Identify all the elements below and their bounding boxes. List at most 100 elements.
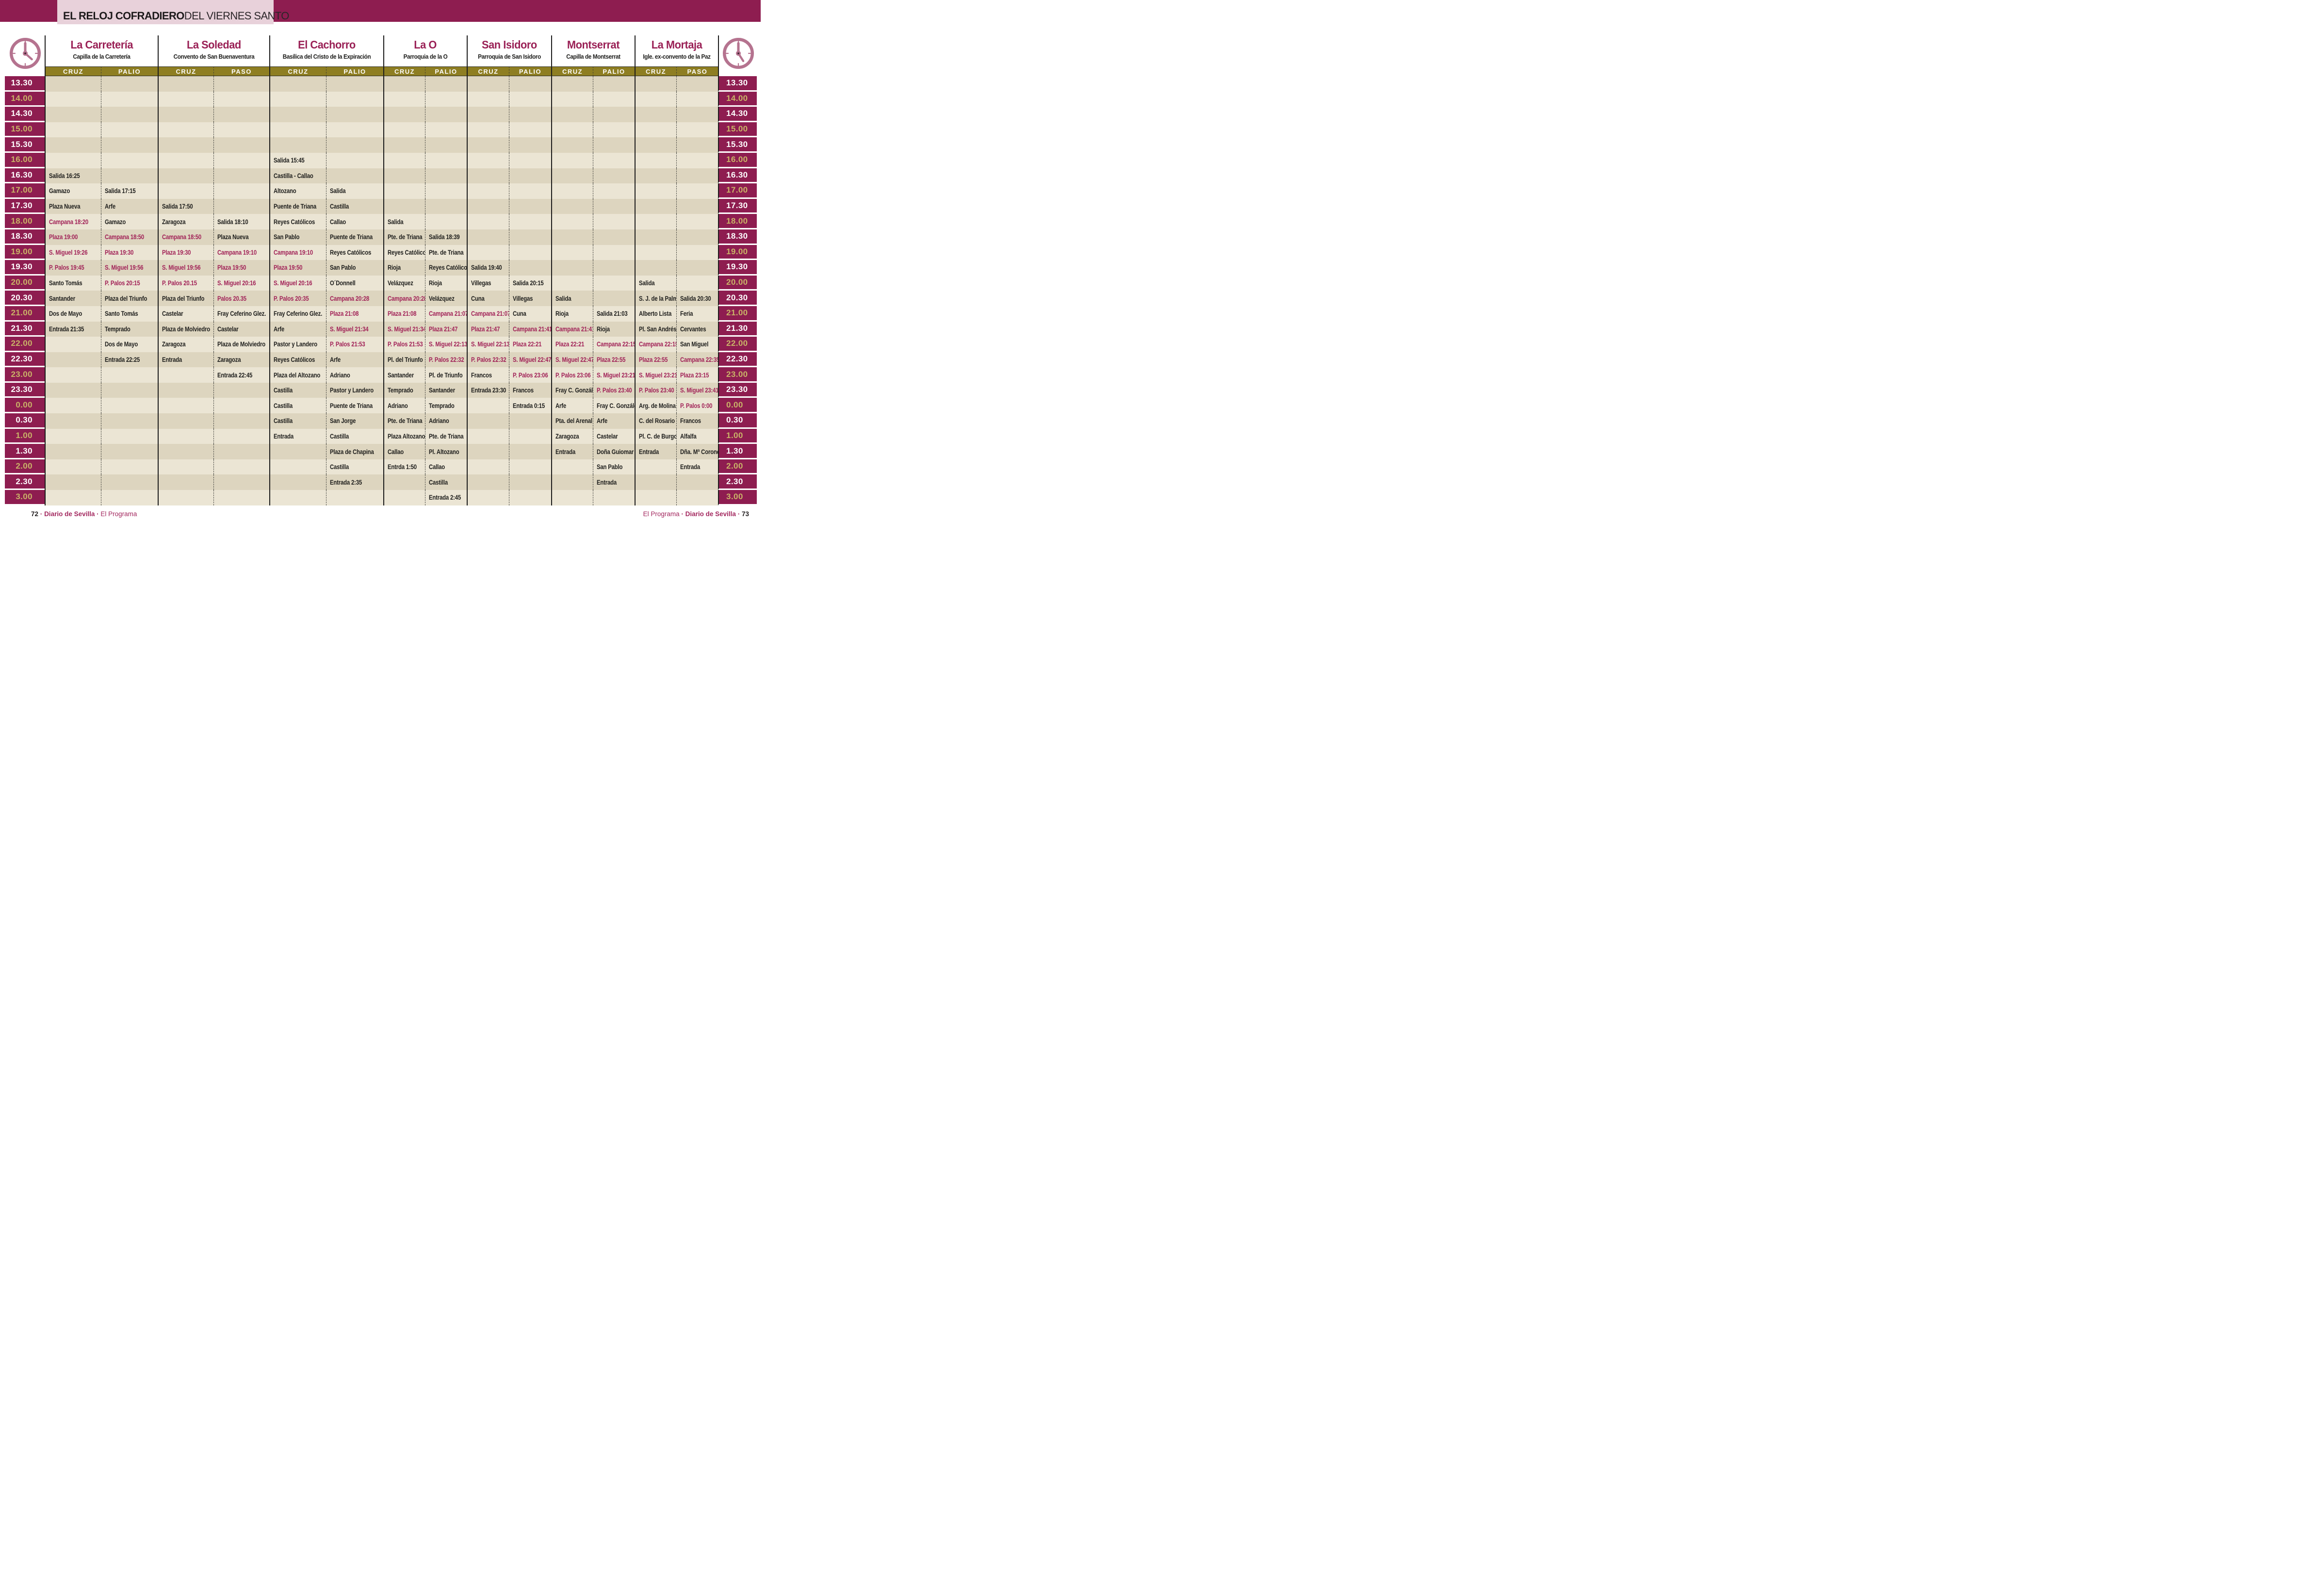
church-header-san-isidoro: San Isidoro Parroquia de San Isidoro [467,35,551,66]
schedule-cell-la-soledad-cruz-1.30 [158,444,213,459]
column-header-spacer-left [5,66,45,76]
schedule-cell-la-mortaja-paso-19.00 [676,244,718,261]
schedule-row-18.30: 18.30 Plaza 19:00 Campana 18:50 Campana 18:… [5,229,757,245]
schedule-cell-la-mortaja-cruz-15.30 [635,137,676,153]
program-name: El Programa [643,510,680,518]
schedule-cell-la-carreteri-a-cruz-16.00 [45,152,101,168]
schedule-cell-montserrat-palio-3.00 [593,490,635,505]
schedule-cell-la-carreteri-a-palio-21.30: Temprado [101,321,158,337]
schedule-cell-la-o-cruz-22.30: Pl. del Triunfo [383,352,425,368]
schedule-cell-la-o-cruz-16.30 [383,168,425,184]
schedule-cell-el-cachorro-palio-17.30: Castilla [326,198,383,214]
schedule-cell-el-cachorro-cruz-2.00 [269,459,326,475]
schedule-cell-san-isidoro-cruz-1.00 [467,428,509,444]
schedule-cell-montserrat-palio-22.00: Campana 22:15 [593,337,635,352]
schedule-row-0.30: 0.30 Castilla San Jorge Pte. de Triana Adria… [5,413,757,429]
schedule-cell-montserrat-palio-0.30: Arfe [593,413,635,429]
schedule-cell-la-carreteri-a-cruz-14.00 [45,91,101,107]
schedule-cell-el-cachorro-cruz-16.30: Castilla - Callao [269,168,326,184]
schedule-cell-la-carreteri-a-palio-22.30: Entrada 22:25 [101,352,158,368]
schedule-cell-la-carreteri-a-palio-16.30 [101,168,158,184]
column-label-el-cachorro-palio: PALIO [326,66,383,76]
time-label: 20.00 [718,275,757,291]
schedule-cell-la-carreteri-a-cruz-19.00: S. Miguel 19:26 [45,244,101,261]
time-label: 0.30 [718,413,757,429]
schedule-cell-la-o-palio-17.00 [425,183,467,199]
schedule-cell-la-soledad-paso-18.30: Plaza Nueva [213,229,269,245]
church-venue: Parroquia de la O [403,53,448,60]
time-label: 0.00 [5,398,45,414]
schedule-cell-san-isidoro-cruz-19.00 [467,244,509,261]
schedule-cell-montserrat-palio-14.00 [593,91,635,107]
schedule-cell-la-mortaja-paso-13.30 [676,76,718,92]
schedule-cell-el-cachorro-palio-14.00 [326,91,383,107]
schedule-cell-la-mortaja-paso-15.00 [676,122,718,138]
schedule-cell-la-carreteri-a-palio-0.00 [101,398,158,414]
schedule-cell-la-o-palio-23.00: Pl. de Triunfo [425,367,467,383]
schedule-cell-la-carreteri-a-palio-15.00 [101,122,158,138]
time-label: 14.30 [718,107,757,122]
time-label: 23.00 [718,367,757,383]
schedule-row-17.30: 17.30 Plaza Nueva Arfe Salida 17:50 Puente d… [5,198,757,214]
schedule-cell-montserrat-palio-15.30 [593,137,635,153]
schedule-cell-la-soledad-cruz-19.00: Plaza 19:30 [158,244,213,261]
church-header-la-mortaja: La Mortaja Igle. ex-convento de la Paz [635,35,718,66]
schedule-cell-la-soledad-cruz-0.00 [158,398,213,414]
schedule-cell-la-soledad-cruz-21.00: Castelar [158,306,213,322]
schedule-cell-la-mortaja-paso-2.00: Entrada [676,459,718,475]
schedule-cell-la-carreteri-a-palio-14.30 [101,107,158,122]
schedule-row-21.30: 21.30 Entrada 21:35 Temprado Plaza de Molvi… [5,321,757,337]
schedule-cell-san-isidoro-cruz-21.00: Campana 21:07 [467,306,509,322]
schedule-cell-la-o-cruz-19.00: Reyes Católicos [383,244,425,261]
schedule-cell-la-mortaja-paso-14.30 [676,107,718,122]
schedule-row-14.30: 14.30 14.30 [5,107,757,122]
schedule-cell-montserrat-cruz-22.00: Plaza 22:21 [551,337,593,352]
time-label: 16.00 [718,152,757,168]
schedule-cell-montserrat-palio-2.00: San Pablo [593,459,635,475]
schedule-cell-la-carreteri-a-palio-1.00 [101,428,158,444]
schedule-cell-san-isidoro-palio-1.30 [509,444,551,459]
schedule-cell-la-carreteri-a-cruz-20.30: Santander [45,291,101,306]
schedule-cell-la-soledad-cruz-17.00 [158,183,213,199]
schedule-cell-la-mortaja-cruz-18.30 [635,229,676,245]
schedule-cell-la-mortaja-cruz-17.30 [635,198,676,214]
schedule-cell-san-isidoro-cruz-2.30 [467,474,509,490]
schedule-cell-la-carreteri-a-cruz-18.00: Campana 18:20 [45,214,101,229]
schedule-cell-la-mortaja-cruz-2.30 [635,474,676,490]
schedule-cell-la-o-palio-15.30 [425,137,467,153]
schedule-cell-montserrat-palio-14.30 [593,107,635,122]
schedule-cell-la-mortaja-cruz-3.00 [635,490,676,505]
schedule-cell-la-soledad-paso-22.00: Plaza de Molviedro [213,337,269,352]
schedule-cell-montserrat-palio-17.00 [593,183,635,199]
schedule-cell-montserrat-cruz-14.30 [551,107,593,122]
schedule-cell-montserrat-palio-2.30: Entrada [593,474,635,490]
schedule-cell-la-carreteri-a-palio-23.30 [101,382,158,398]
schedule-cell-la-mortaja-cruz-15.00 [635,122,676,138]
schedule-cell-la-soledad-cruz-18.30: Campana 18:50 [158,229,213,245]
schedule-cell-el-cachorro-palio-20.00: O´Donnell [326,275,383,291]
schedule-cell-el-cachorro-palio-17.00: Salida [326,183,383,199]
schedule-cell-la-carreteri-a-cruz-1.30 [45,444,101,459]
schedule-cell-la-o-cruz-17.00 [383,183,425,199]
schedule-cell-la-o-cruz-19.30: Rioja [383,260,425,276]
schedule-cell-la-mortaja-cruz-14.30 [635,107,676,122]
schedule-cell-la-mortaja-cruz-20.00: Salida [635,275,676,291]
schedule-cell-la-o-palio-14.30 [425,107,467,122]
time-label: 20.00 [5,275,45,291]
schedule-cell-la-carreteri-a-palio-18.00: Gamazo [101,214,158,229]
time-label: 15.30 [718,137,757,153]
schedule-cell-san-isidoro-palio-2.30 [509,474,551,490]
schedule-cell-la-carreteri-a-palio-0.30 [101,413,158,429]
schedule-cell-san-isidoro-palio-22.00: Plaza 22:21 [509,337,551,352]
schedule-cell-el-cachorro-cruz-23.00: Plaza del Altozano [269,367,326,383]
schedule-cell-la-carreteri-a-cruz-23.30 [45,382,101,398]
brand-name: Diario de Sevilla [44,510,95,518]
schedule-cell-san-isidoro-palio-20.00: Salida 20:15 [509,275,551,291]
schedule-cell-la-mortaja-paso-1.00: Alfalfa [676,428,718,444]
schedule-cell-el-cachorro-palio-0.30: San Jorge [326,413,383,429]
schedule-cell-san-isidoro-cruz-22.00: S. Miguel 22:13 [467,337,509,352]
time-label: 13.30 [5,76,45,92]
schedule-cell-la-o-palio-16.30 [425,168,467,184]
schedule-cell-la-mortaja-cruz-22.00: Campana 22:15 [635,337,676,352]
schedule-body: 13.30 13.30 14.00 14.00 14.30 14.30 15.00 15.00… [5,76,757,505]
